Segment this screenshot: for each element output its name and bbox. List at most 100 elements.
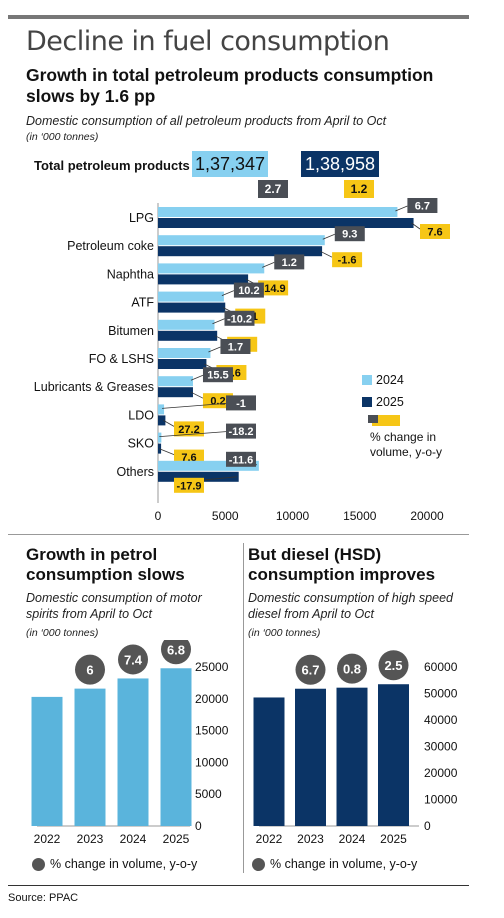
tag-leader — [411, 222, 421, 230]
category-label: LPG — [129, 211, 154, 225]
change-badge — [295, 654, 326, 685]
x-tick-label: 15000 — [343, 509, 377, 523]
bar-2025 — [158, 471, 239, 482]
tag-leader — [208, 346, 221, 353]
y-tick-label: 10000 — [424, 793, 458, 807]
x-tick-label: 10000 — [276, 509, 310, 523]
legend-2024-swatch — [362, 375, 372, 385]
change-badge-label: 7.4 — [124, 652, 143, 667]
total-change-2025: 1.2 — [344, 180, 374, 198]
y-tick-label: 0 — [424, 819, 431, 833]
y-tick-label: 40000 — [424, 713, 458, 727]
tag-leader — [159, 431, 227, 437]
change-badge-label: 6 — [86, 663, 93, 678]
change-tag-2024-label: -1 — [236, 398, 246, 410]
change-badge — [161, 640, 191, 665]
x-tick-label: 0 — [155, 509, 162, 523]
petrol-legend-label: % change in volume, y-o-y — [50, 857, 198, 871]
change-tag-2025 — [332, 252, 363, 268]
bar-2024 — [158, 404, 165, 415]
bar-2025 — [158, 218, 414, 228]
x-tick-label: 2024 — [120, 832, 147, 846]
change-badge-label: 0.8 — [343, 662, 361, 677]
change-tag-2024-label: 10.2 — [238, 285, 259, 297]
change-badge-label: 6.7 — [301, 663, 319, 678]
bar-2025 — [158, 246, 323, 257]
change-tag-2025-label: 7.6 — [427, 227, 442, 239]
y-tick-label: 0 — [195, 819, 202, 833]
bar-2025 — [158, 387, 193, 398]
bar-2024 — [158, 263, 265, 274]
column-divider — [243, 543, 244, 873]
category-label: Naphtha — [107, 267, 154, 281]
change-tag-2024 — [220, 339, 251, 354]
bar-2024 — [158, 432, 162, 443]
bar-2024 — [158, 319, 215, 330]
x-tick-label: 2025 — [380, 832, 407, 846]
bar — [295, 688, 326, 826]
change-tag-2025 — [420, 224, 450, 239]
tag-leader — [190, 374, 204, 381]
bar-2024 — [158, 348, 211, 358]
change-tag-2025 — [258, 280, 289, 296]
x-tick-label: 2022 — [256, 832, 283, 846]
change-tag-2024 — [202, 367, 233, 383]
change-tag-2024 — [226, 423, 256, 439]
section1-subtitle: Domestic consumption of all petroleum pr… — [26, 114, 387, 128]
change-tag-2024-label: -10.2 — [227, 313, 252, 325]
legend-2025-swatch — [362, 397, 372, 407]
diesel-legend-label: % change in volume, y-o-y — [270, 857, 418, 871]
x-tick-label: 2024 — [339, 832, 366, 846]
category-label: Petroleum coke — [67, 239, 154, 253]
section-divider — [8, 534, 469, 535]
bar — [253, 697, 285, 826]
bar-2024 — [158, 235, 325, 246]
total-2025-value: 1,38,958 — [301, 151, 379, 177]
change-tag-2024-label: 9.3 — [342, 229, 357, 241]
change-tag-2024 — [233, 282, 264, 298]
tag-leader — [212, 318, 225, 325]
legend-2024-label: 2024 — [376, 373, 404, 387]
y-tick-label: 15000 — [195, 724, 229, 738]
y-tick-label: 50000 — [424, 687, 458, 701]
y-tick-label: 20000 — [195, 692, 229, 706]
change-tag-2024 — [226, 451, 256, 467]
change-tag-2025 — [174, 477, 204, 493]
change-tag-2024 — [407, 198, 438, 213]
legend-change-swatch — [372, 415, 400, 426]
y-tick-label: 25000 — [195, 660, 229, 674]
tag-leader — [319, 250, 333, 258]
legend-change-swatch-dark — [368, 415, 378, 423]
category-label: Lubricants & Greases — [34, 380, 154, 394]
tag-leader — [190, 391, 204, 399]
bar — [117, 678, 149, 826]
x-tick-label: 2025 — [163, 832, 190, 846]
change-tag-2024 — [224, 310, 255, 326]
y-tick-label: 20000 — [424, 766, 458, 780]
category-label: Bitumen — [108, 324, 154, 338]
total-label: Total petroleum products — [34, 158, 190, 173]
x-tick-label: 2023 — [297, 832, 324, 846]
category-label: Others — [116, 465, 154, 479]
section3-title: But diesel (HSD) consumption improves — [248, 545, 436, 584]
change-tag-2024-label: -18.2 — [228, 426, 253, 438]
tag-leader — [163, 420, 175, 427]
petroleum-products-chart: 0 5000 10000 15000 20000 LPG 6.7 7.6 Petroleum c… — [34, 198, 450, 523]
change-badge — [378, 650, 409, 681]
bar-2025 — [158, 274, 249, 285]
change-badge — [118, 644, 148, 675]
section1-title: Growth in total petroleum products consu… — [26, 65, 434, 106]
category-label: ATF — [131, 296, 154, 310]
diesel-chart: 0 10000 20000 30000 40000 50000 60000 2022 2023 6… — [253, 650, 458, 846]
x-tick-label: 20000 — [410, 509, 444, 523]
change-tag-2024-label: 15.5 — [207, 370, 228, 382]
main-title: Decline in fuel consumption — [26, 26, 390, 57]
tag-leader — [158, 448, 175, 455]
bar-2025 — [158, 359, 207, 369]
tag-leader — [322, 233, 335, 240]
petrol-legend-dot — [32, 858, 45, 871]
section2-title: Growth in petrol consumption slows — [26, 545, 185, 584]
x-tick-label: 5000 — [212, 509, 239, 523]
total-2024-value: 1,37,347 — [192, 151, 268, 177]
bottom-rule — [8, 885, 469, 886]
